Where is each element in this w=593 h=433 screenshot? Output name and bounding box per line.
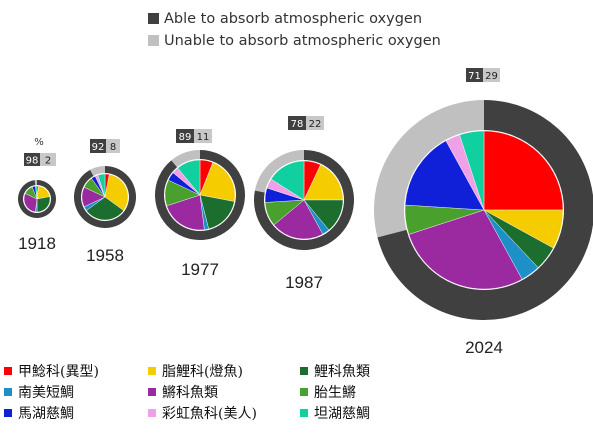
legend-item: 鱂科魚類 bbox=[148, 385, 218, 401]
legend-label: 胎生鱂 bbox=[314, 385, 356, 401]
pie-slice-4 bbox=[166, 194, 205, 231]
legend-item: 坦湖慈鯛 bbox=[300, 406, 370, 422]
legend-label: 鯉科魚類 bbox=[314, 364, 370, 380]
year-group-2024: 71 29 2024 bbox=[373, 68, 593, 357]
legend-swatch bbox=[4, 388, 12, 396]
pie-slice-8 bbox=[177, 159, 201, 196]
ring-segment-unable bbox=[373, 100, 484, 238]
able-badge bbox=[176, 129, 194, 143]
pie-slice-1 bbox=[199, 162, 236, 202]
legend-swatch-unable bbox=[148, 35, 159, 46]
pie-slice-4 bbox=[408, 209, 523, 290]
pie-slice-0 bbox=[483, 130, 564, 211]
ring-segment-unable bbox=[34, 180, 37, 186]
donut-chart-1977 bbox=[154, 150, 245, 241]
legend-swatch bbox=[300, 388, 308, 396]
legend-swatch bbox=[148, 409, 156, 417]
year-label: 1958 bbox=[86, 246, 124, 265]
legend-item: 胎生鱂 bbox=[300, 385, 356, 401]
donut-chart-1918 bbox=[18, 180, 57, 218]
legend-swatch bbox=[300, 409, 308, 417]
pie-slice-8 bbox=[270, 160, 305, 201]
ring-segment-unable bbox=[254, 150, 304, 193]
legend-swatch bbox=[4, 367, 12, 375]
unable-badge bbox=[483, 68, 500, 82]
category-legend: 甲鯰科(異型) 南美短鯛 馬湖慈鯛 脂鯉科(燈魚) 鱂科魚類 彩虹魚科(美人) … bbox=[4, 364, 370, 422]
legend-label-able: Able to absorb atmospheric oxygen bbox=[164, 11, 422, 27]
year-group-1958: 92 8 1958 bbox=[74, 139, 137, 265]
pie-slice-2 bbox=[199, 194, 235, 230]
unable-badge bbox=[106, 139, 120, 153]
donut-chart-1958 bbox=[74, 166, 137, 228]
pie-slice-8 bbox=[35, 185, 38, 200]
legend-swatch bbox=[4, 409, 12, 417]
pie-slice-1 bbox=[104, 174, 129, 211]
able-value: 92 bbox=[92, 142, 105, 153]
able-badge bbox=[466, 68, 483, 82]
pie-slice-4 bbox=[23, 193, 38, 213]
pie-slice-2 bbox=[86, 196, 124, 221]
year-group-1977: 89 11 1977 bbox=[154, 129, 245, 279]
able-badge bbox=[24, 153, 40, 166]
year-label: 2024 bbox=[465, 338, 503, 357]
unable-value: 11 bbox=[197, 132, 210, 143]
pie-slice-8 bbox=[97, 173, 106, 198]
legend-item: 甲鯰科(異型) bbox=[4, 364, 99, 380]
pie-slice-6 bbox=[404, 140, 485, 211]
unable-value: 8 bbox=[110, 142, 116, 153]
legend-item: 馬湖慈鯛 bbox=[4, 406, 74, 422]
unable-badge bbox=[40, 153, 56, 166]
able-badge bbox=[288, 116, 306, 130]
unable-value: 22 bbox=[309, 119, 322, 130]
legend-swatch bbox=[300, 367, 308, 375]
pie-slice-1 bbox=[303, 164, 344, 201]
legend-swatch-able bbox=[148, 13, 159, 24]
ring-segment-unable bbox=[171, 150, 200, 168]
top-legend: Able to absorb atmospheric oxygen Unable… bbox=[148, 11, 441, 49]
able-value: 98 bbox=[26, 156, 39, 167]
legend-swatch bbox=[148, 388, 156, 396]
legend-item: 鯉科魚類 bbox=[300, 364, 370, 380]
unable-value: 2 bbox=[45, 156, 51, 167]
donut-chart-2024 bbox=[373, 100, 593, 320]
year-label: 1977 bbox=[181, 260, 219, 279]
legend-label: 南美短鯛 bbox=[18, 385, 74, 401]
year-label: 1987 bbox=[285, 273, 323, 292]
unable-badge bbox=[306, 116, 324, 130]
pie-slice-8 bbox=[459, 130, 485, 211]
legend-item: 彩虹魚科(美人) bbox=[148, 406, 257, 422]
legend-label-unable: Unable to absorb atmospheric oxygen bbox=[164, 33, 441, 49]
able-value: 89 bbox=[179, 132, 192, 143]
unable-value: 29 bbox=[485, 71, 498, 82]
legend-swatch bbox=[148, 367, 156, 375]
able-badge bbox=[90, 139, 106, 153]
able-value: 78 bbox=[291, 119, 304, 130]
legend-label: 鱂科魚類 bbox=[162, 385, 218, 401]
percent-symbol: % bbox=[34, 137, 44, 148]
year-group-1918: 98 2 1918 bbox=[18, 153, 57, 253]
legend-label: 馬湖慈鯛 bbox=[18, 406, 74, 422]
year-label: 1918 bbox=[18, 234, 56, 253]
year-group-1987: 78 22 1987 bbox=[254, 116, 354, 292]
ring-segment-unable bbox=[90, 166, 105, 176]
legend-label: 坦湖慈鯛 bbox=[314, 406, 370, 422]
legend-item: 南美短鯛 bbox=[4, 385, 74, 401]
legend-label: 脂鯉科(燈魚) bbox=[162, 364, 243, 380]
legend-item: 脂鯉科(燈魚) bbox=[148, 364, 243, 380]
unable-badge bbox=[194, 129, 212, 143]
legend-label: 甲鯰科(異型) bbox=[18, 364, 99, 380]
pie-slice-4 bbox=[273, 199, 324, 240]
donut-chart-1987 bbox=[254, 150, 354, 250]
able-value: 71 bbox=[468, 71, 481, 82]
legend-label: 彩虹魚科(美人) bbox=[162, 406, 257, 422]
